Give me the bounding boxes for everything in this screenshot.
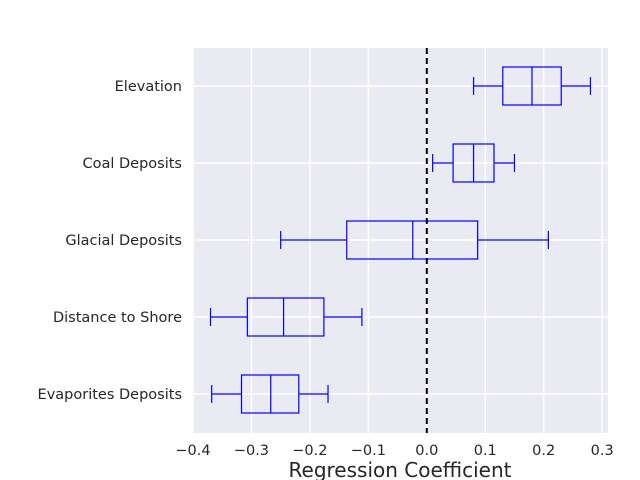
box-3 <box>209 297 363 337</box>
x-tick-label-1: −0.3 <box>234 443 269 459</box>
category-label-4: Evaporites Deposits <box>38 387 182 403</box>
x-tick-label-2: −0.2 <box>292 443 327 459</box>
category-label-1: Coal Deposits <box>82 156 182 172</box>
category-label-2: Glacial Deposits <box>65 233 182 249</box>
x-tick-label-4: 0.0 <box>415 443 438 459</box>
box-2 <box>280 220 549 260</box>
x-tick-label-7: 0.3 <box>591 443 614 459</box>
category-label-0: Elevation <box>115 79 182 95</box>
y-axis-category-labels: Elevation Coal Deposits Glacial Deposits Di… <box>38 79 183 403</box>
box-series <box>209 66 592 414</box>
box-1 <box>432 143 516 183</box>
x-tick-label-3: −0.1 <box>351 443 386 459</box>
x-tick-label-6: 0.2 <box>532 443 555 459</box>
x-axis-ticks: −0.4 −0.3 −0.2 −0.1 0.0 0.1 0.2 0.3 <box>175 443 613 459</box>
x-tick-label-5: 0.1 <box>474 443 497 459</box>
iqr-box-3 <box>246 297 325 337</box>
box-4 <box>211 374 329 414</box>
x-axis-title: Regression Coefficient <box>289 458 512 480</box>
category-label-3: Distance to Shore <box>53 310 182 326</box>
box-0 <box>472 66 592 106</box>
x-tick-label-0: −0.4 <box>175 443 210 459</box>
